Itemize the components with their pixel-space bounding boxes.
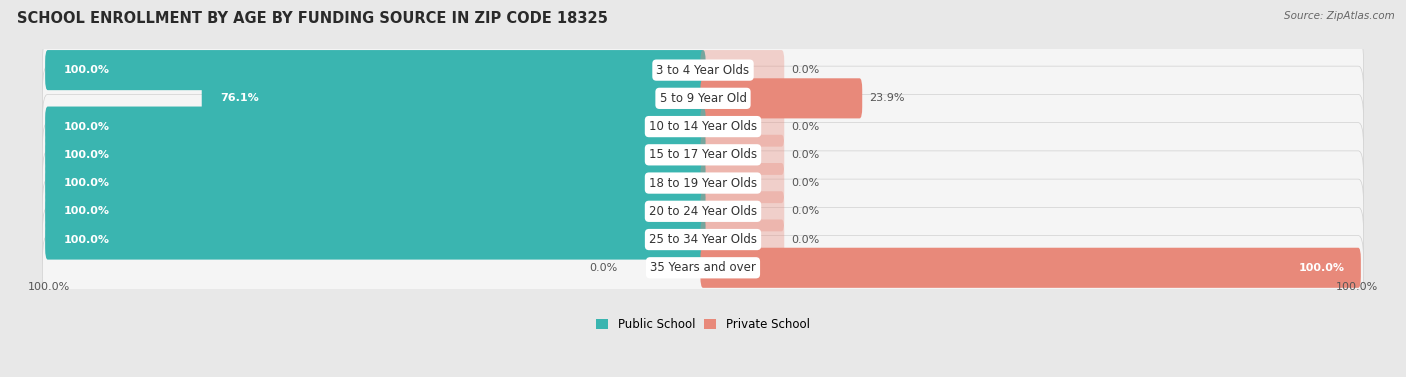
FancyBboxPatch shape [700,163,785,203]
Text: 25 to 34 Year Olds: 25 to 34 Year Olds [650,233,756,246]
Text: 0.0%: 0.0% [792,178,820,188]
FancyBboxPatch shape [45,191,706,231]
Text: 0.0%: 0.0% [792,122,820,132]
Text: 0.0%: 0.0% [792,65,820,75]
Text: 76.1%: 76.1% [221,93,260,103]
Text: 0.0%: 0.0% [792,150,820,160]
Text: 0.0%: 0.0% [589,263,617,273]
FancyBboxPatch shape [42,179,1364,244]
Text: 100.0%: 100.0% [65,65,110,75]
FancyBboxPatch shape [700,50,785,90]
Text: 10 to 14 Year Olds: 10 to 14 Year Olds [650,120,756,133]
FancyBboxPatch shape [700,135,785,175]
Text: 100.0%: 100.0% [65,234,110,245]
FancyBboxPatch shape [45,163,706,203]
Text: 18 to 19 Year Olds: 18 to 19 Year Olds [650,176,756,190]
FancyBboxPatch shape [42,207,1364,272]
Text: 3 to 4 Year Olds: 3 to 4 Year Olds [657,64,749,77]
FancyBboxPatch shape [45,219,706,260]
FancyBboxPatch shape [42,94,1364,159]
Text: 23.9%: 23.9% [869,93,905,103]
Text: 100.0%: 100.0% [65,206,110,216]
FancyBboxPatch shape [201,78,706,118]
Text: 35 Years and over: 35 Years and over [650,261,756,274]
Text: Source: ZipAtlas.com: Source: ZipAtlas.com [1284,11,1395,21]
Text: 15 to 17 Year Olds: 15 to 17 Year Olds [650,148,756,161]
FancyBboxPatch shape [45,107,706,147]
Text: 100.0%: 100.0% [1299,263,1346,273]
Text: 100.0%: 100.0% [65,150,110,160]
Text: 20 to 24 Year Olds: 20 to 24 Year Olds [650,205,756,218]
FancyBboxPatch shape [42,38,1364,102]
FancyBboxPatch shape [700,78,862,118]
FancyBboxPatch shape [42,123,1364,187]
FancyBboxPatch shape [42,66,1364,130]
FancyBboxPatch shape [45,50,706,90]
Legend: Public School, Private School: Public School, Private School [592,313,814,336]
FancyBboxPatch shape [45,135,706,175]
Text: 100.0%: 100.0% [1336,282,1378,292]
Text: SCHOOL ENROLLMENT BY AGE BY FUNDING SOURCE IN ZIP CODE 18325: SCHOOL ENROLLMENT BY AGE BY FUNDING SOUR… [17,11,607,26]
FancyBboxPatch shape [42,151,1364,215]
FancyBboxPatch shape [700,191,785,231]
Text: 100.0%: 100.0% [65,122,110,132]
Text: 0.0%: 0.0% [792,206,820,216]
Text: 100.0%: 100.0% [28,282,70,292]
Text: 5 to 9 Year Old: 5 to 9 Year Old [659,92,747,105]
Text: 100.0%: 100.0% [65,178,110,188]
FancyBboxPatch shape [700,248,1361,288]
Text: 0.0%: 0.0% [792,234,820,245]
FancyBboxPatch shape [700,107,785,147]
FancyBboxPatch shape [700,219,785,260]
FancyBboxPatch shape [42,236,1364,300]
